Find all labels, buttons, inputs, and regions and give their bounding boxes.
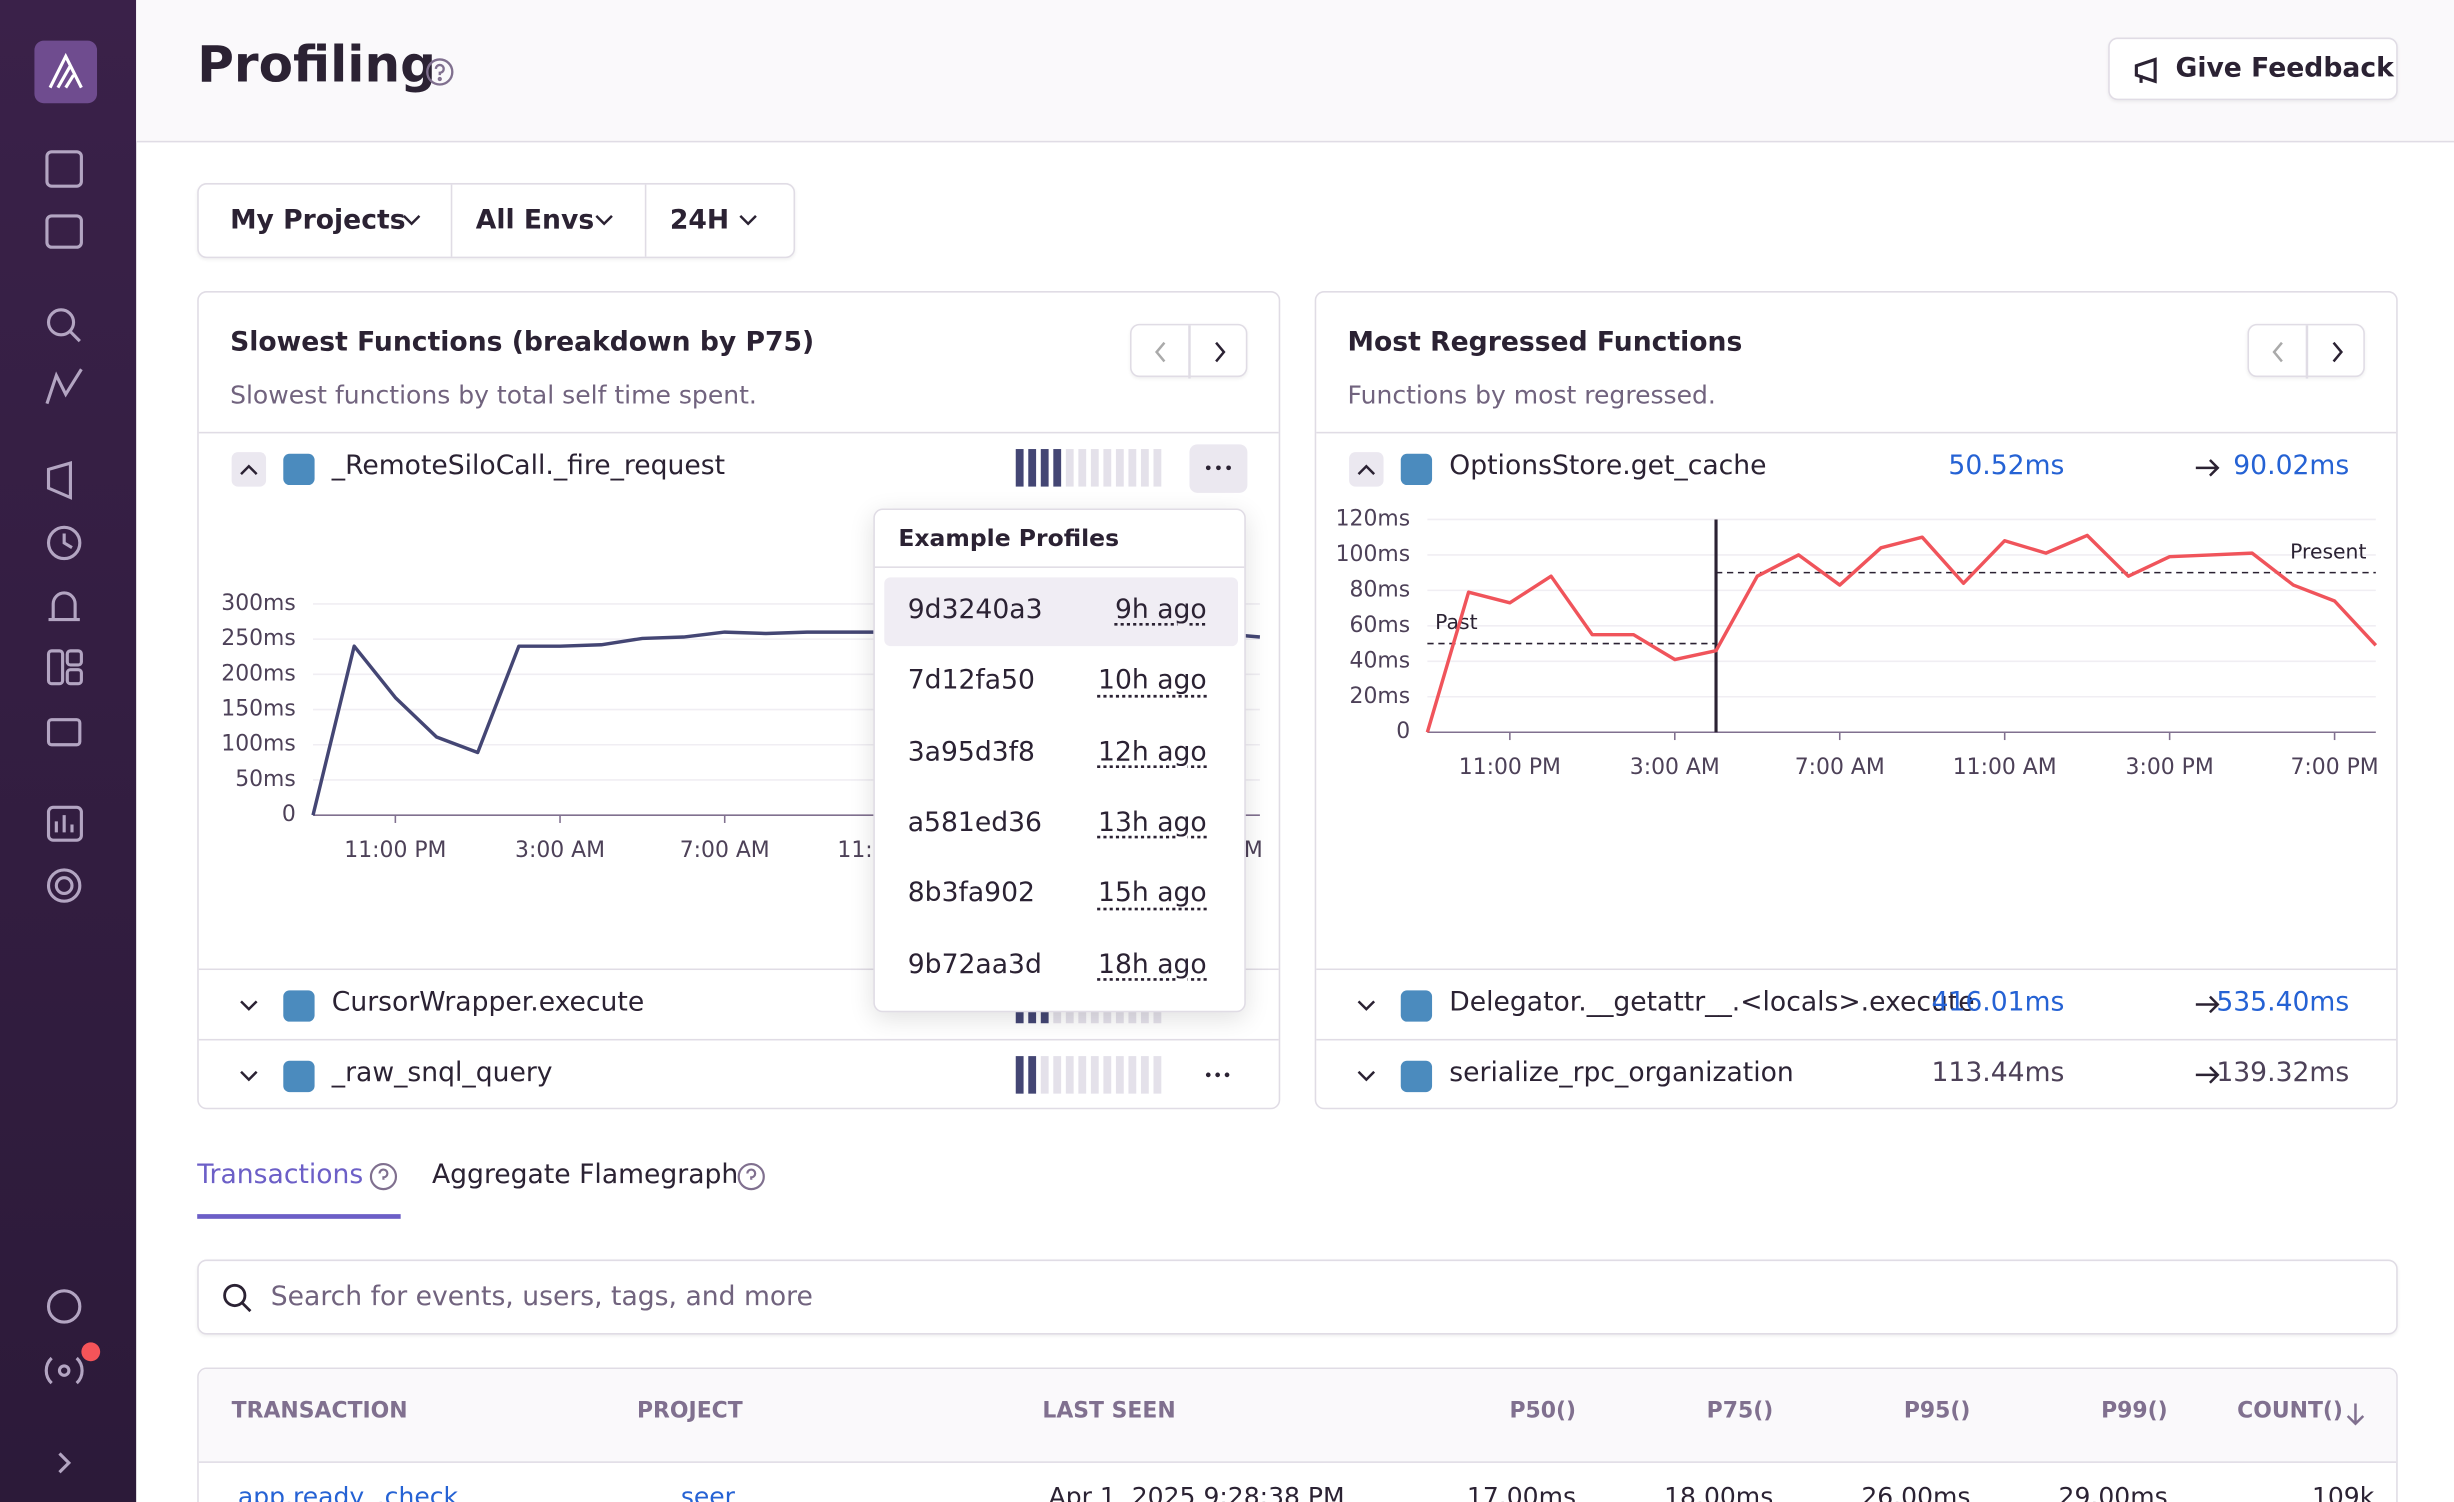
divider [875,566,1244,568]
x-tick-label: 3:00 AM [1630,755,1720,780]
y-tick-label: 80ms [1350,577,1411,602]
profile-id: 7d12fa50 [908,665,1035,696]
x-tick-label: 11:00 PM [344,838,446,863]
y-tick-label: 40ms [1350,648,1411,673]
baseline-label: Present [2290,539,2366,563]
x-tick-label: 3:00 PM [2126,755,2214,780]
y-tick-label: 120ms [1336,506,1411,531]
y-tick-label: 150ms [221,697,296,722]
profile-item[interactable]: 9d3240a3 9h ago [884,577,1238,646]
profile-age: 12h ago [1098,736,1207,767]
x-tick-label: 7:00 AM [1795,755,1885,780]
profile-age: 18h ago [1098,949,1207,980]
profile-id: 8b3fa902 [908,878,1035,909]
profile-id: 3a95d3f8 [908,736,1035,767]
y-tick-label: 100ms [1336,542,1411,567]
profile-item[interactable]: 3a95d3f8 12h ago [884,719,1238,788]
line-series [1427,535,2375,732]
x-tick-label: 7:00 PM [2290,755,2378,780]
profile-id: 9d3240a3 [908,595,1043,626]
profile-age: 9h ago [1115,595,1207,626]
y-tick-label: 50ms [235,767,296,792]
y-tick-label: 0 [1396,719,1410,744]
profile-item[interactable]: 8b3fa902 15h ago [884,861,1238,930]
profile-id: a581ed36 [908,807,1042,838]
y-tick-label: 0 [282,802,296,827]
y-tick-label: 250ms [221,626,296,651]
x-tick-label: 11:00 AM [1953,755,2057,780]
y-tick-label: 20ms [1350,684,1411,709]
profile-age: 10h ago [1098,665,1207,696]
y-tick-label: 100ms [221,732,296,757]
x-tick-label: 7:00 AM [680,838,770,863]
profile-age: 15h ago [1098,878,1207,909]
profile-item[interactable]: 9b72aa3d 18h ago [884,932,1238,1001]
x-tick-label: 11:00 PM [1459,755,1561,780]
x-tick-label: 3:00 AM [515,838,605,863]
profile-id: 9b72aa3d [908,949,1042,980]
profile-age: 13h ago [1098,807,1207,838]
profile-item[interactable]: a581ed36 13h ago [884,790,1238,859]
menu-title: Example Profiles [898,524,1119,552]
y-tick-label: 200ms [221,661,296,686]
profile-item[interactable]: 7d12fa50 10h ago [884,648,1238,717]
y-tick-label: 300ms [221,591,296,616]
example-profiles-menu: Example Profiles 9d3240a3 9h ago 7d12fa50 1… [873,508,1245,1012]
y-tick-label: 60ms [1350,613,1411,638]
